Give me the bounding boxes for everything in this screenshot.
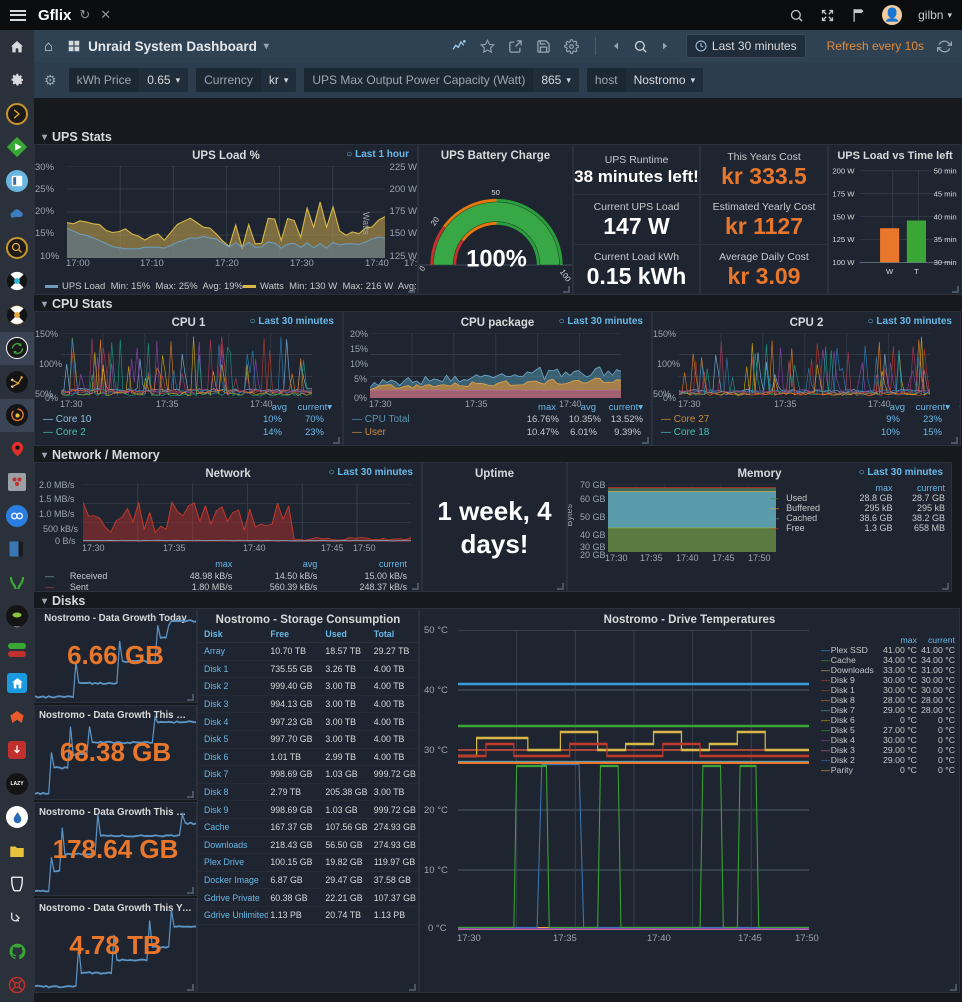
- svg-text:40 min: 40 min: [934, 212, 957, 221]
- svg-text:50 min: 50 min: [934, 166, 957, 175]
- svg-text:30 min: 30 min: [934, 258, 957, 267]
- svg-text:45 min: 45 min: [934, 189, 957, 198]
- svg-text:125 W: 125 W: [832, 235, 855, 244]
- svg-text:0: 0: [419, 264, 427, 273]
- svg-text:200 W: 200 W: [832, 166, 855, 175]
- svg-text:100%: 100%: [466, 246, 527, 273]
- svg-text:50: 50: [491, 188, 500, 197]
- svg-text:W: W: [886, 267, 894, 276]
- svg-text:100 W: 100 W: [832, 258, 855, 267]
- svg-text:175 W: 175 W: [832, 189, 855, 198]
- svg-text:100: 100: [558, 268, 573, 284]
- svg-text:150 W: 150 W: [832, 212, 855, 221]
- svg-text:20: 20: [429, 215, 441, 227]
- svg-text:35 min: 35 min: [934, 235, 957, 244]
- svg-text:T: T: [914, 267, 919, 276]
